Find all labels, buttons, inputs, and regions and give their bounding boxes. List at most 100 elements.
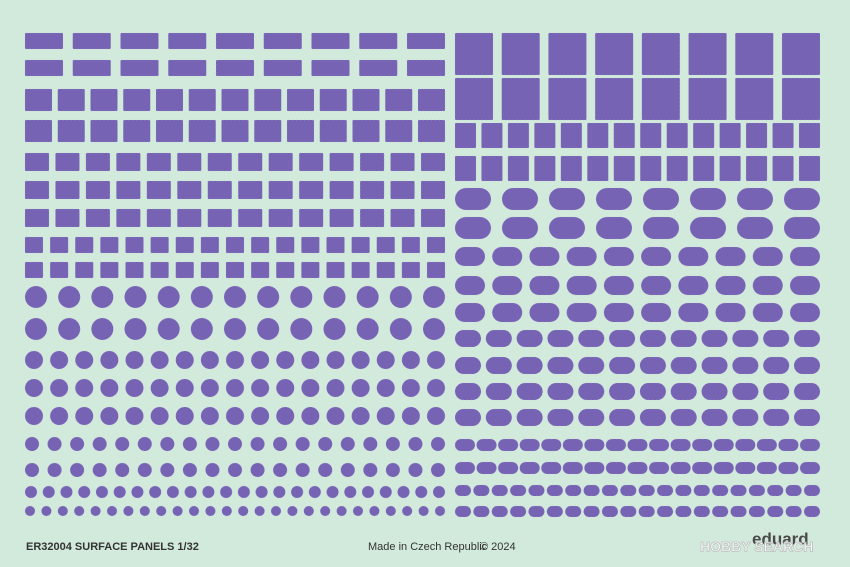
oval-panel	[540, 438, 562, 452]
oval-panel	[564, 505, 582, 518]
round-panel	[323, 285, 346, 309]
oval-panel	[454, 329, 482, 348]
oval-panel	[519, 461, 540, 475]
round-panel	[205, 505, 216, 517]
round-panel	[270, 505, 282, 517]
oval-panel	[485, 408, 513, 427]
round-panel	[74, 406, 94, 426]
round-panel	[401, 505, 413, 517]
rect-panel	[55, 180, 80, 200]
oval-panel	[713, 461, 735, 475]
oval-panel	[547, 382, 574, 401]
oval-panel	[762, 329, 790, 348]
round-panel	[92, 436, 107, 452]
rect-panel	[268, 180, 293, 200]
rect-panel	[215, 32, 255, 50]
round-panel	[113, 485, 126, 499]
round-panel	[125, 350, 144, 370]
oval-panel	[732, 356, 759, 375]
oval-panel	[748, 484, 766, 497]
round-panel	[317, 436, 333, 452]
round-panel	[106, 505, 118, 517]
oval-panel	[642, 216, 680, 240]
round-panel	[124, 285, 147, 309]
round-panel	[363, 436, 378, 452]
oval-panel	[501, 187, 539, 211]
oval-panel	[601, 505, 619, 518]
round-panel	[356, 285, 379, 309]
round-panel	[317, 462, 333, 478]
oval-panel	[640, 246, 672, 267]
rect-panel	[406, 32, 446, 50]
rect-panel	[329, 208, 354, 228]
oval-panel	[603, 246, 635, 267]
oval-panel	[656, 505, 674, 518]
rect-panel	[326, 236, 345, 254]
round-panel	[124, 317, 147, 341]
rect-panel	[85, 208, 111, 228]
oval-panel	[454, 216, 492, 240]
round-panel	[290, 485, 304, 499]
round-panel	[352, 505, 364, 517]
oval-panel	[799, 438, 821, 452]
rect-panel	[639, 155, 662, 182]
rect-panel	[420, 180, 446, 200]
round-panel	[69, 436, 85, 452]
round-panel	[326, 378, 345, 398]
round-panel	[414, 485, 428, 499]
rect-panel	[501, 32, 541, 76]
oval-panel	[516, 408, 543, 427]
oval-panel	[715, 246, 746, 267]
round-panel	[148, 485, 162, 499]
rect-panel	[268, 208, 293, 228]
oval-panel	[491, 302, 523, 323]
rect-panel	[146, 180, 172, 200]
oval-panel	[454, 461, 476, 475]
rect-panel	[150, 236, 169, 254]
oval-panel	[766, 505, 784, 518]
rect-panel	[24, 208, 50, 228]
rect-panel	[215, 59, 255, 77]
oval-panel	[639, 329, 667, 348]
oval-panel	[799, 461, 821, 475]
oval-panel	[497, 461, 519, 475]
oval-panel	[454, 187, 492, 211]
round-panel	[340, 462, 356, 478]
round-panel	[272, 436, 288, 452]
rect-panel	[74, 261, 94, 279]
rect-panel	[417, 88, 446, 112]
round-panel	[221, 505, 233, 517]
round-panel	[385, 436, 401, 452]
rect-panel	[666, 122, 688, 149]
oval-panel	[454, 356, 482, 375]
rect-panel	[24, 88, 53, 112]
round-panel	[250, 378, 270, 398]
oval-panel	[783, 216, 821, 240]
rect-panel	[263, 59, 303, 77]
round-panel	[49, 378, 69, 398]
round-panel	[369, 505, 380, 517]
round-panel	[432, 485, 446, 499]
round-panel	[255, 485, 268, 499]
rect-panel	[85, 180, 111, 200]
rect-panel	[122, 119, 151, 143]
rect-panel	[100, 236, 119, 254]
watermark: HOBBY SEARCH	[700, 539, 813, 555]
rect-panel	[146, 152, 172, 172]
rect-panel	[641, 32, 681, 76]
round-panel	[205, 436, 220, 452]
round-panel	[41, 505, 52, 517]
rect-panel	[72, 32, 112, 50]
rect-panel	[481, 122, 503, 149]
rect-panel	[719, 155, 741, 182]
round-panel	[24, 436, 40, 452]
round-panel	[69, 462, 85, 478]
round-panel	[225, 378, 245, 398]
round-panel	[301, 406, 320, 426]
oval-panel	[454, 484, 472, 497]
rect-panel	[417, 119, 446, 143]
round-panel	[24, 350, 44, 370]
oval-panel	[789, 302, 821, 323]
round-panel	[137, 462, 153, 478]
oval-panel	[789, 275, 821, 296]
